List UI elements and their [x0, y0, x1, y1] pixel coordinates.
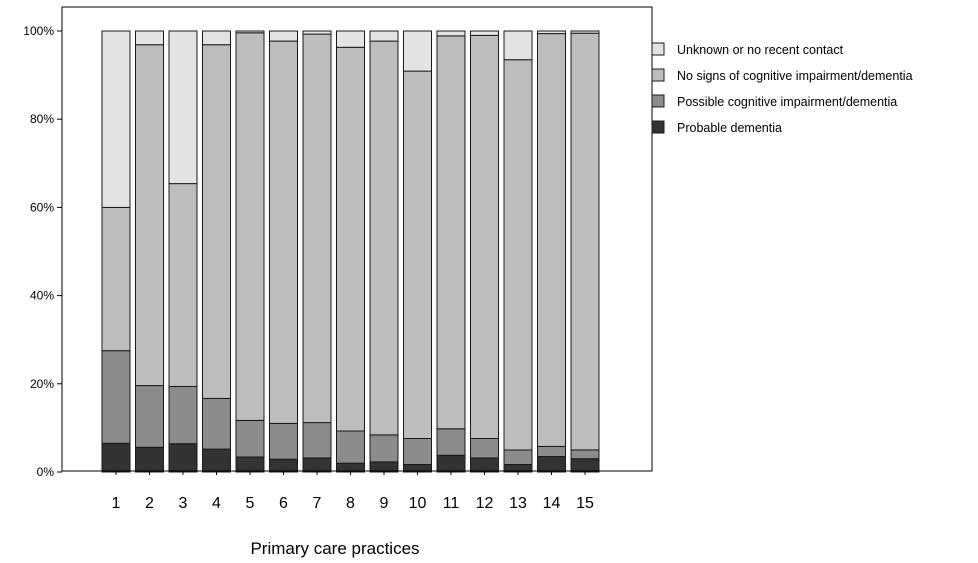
bar-segment-9-series-3: [369, 40, 399, 436]
bar-segment-12-series-4: [470, 30, 499, 36]
bar-segment-14-series-3: [537, 33, 566, 447]
bar-segment-13-series-4: [503, 30, 533, 61]
bar-segment-8-series-4: [336, 30, 365, 48]
legend-swatch-1: [651, 42, 665, 56]
bar-segment-9-series-1: [369, 461, 399, 473]
legend-label-2: No signs of cognitive impairment/dementi…: [677, 69, 913, 83]
bar-segment-5-series-2: [235, 419, 265, 458]
bar-segment-6-series-1: [269, 458, 298, 473]
legend-label-3: Possible cognitive impairment/dementia: [677, 95, 897, 109]
bar-segment-1-series-4: [101, 30, 131, 208]
x-axis: 1 2 3 4 5 6 7 8 9 10 11 12 13 14 15: [112, 471, 594, 512]
bar-segment-3-series-4: [168, 30, 198, 185]
plot-frame: [61, 6, 653, 472]
x-tick-label-12: 12: [476, 495, 494, 512]
x-tick-label-11: 11: [443, 495, 460, 512]
bar-segment-5-series-4: [235, 30, 265, 34]
x-tick-label-9: 9: [380, 495, 389, 512]
x-tick-label-14: 14: [543, 495, 561, 512]
x-axis-title: Primary care practices: [250, 539, 419, 558]
bar-segment-15-series-2: [570, 449, 600, 460]
x-tick-label-5: 5: [246, 495, 255, 512]
bar-segment-5-series-1: [235, 456, 265, 473]
bars-group: [101, 30, 600, 473]
legend-swatch-2: [651, 68, 665, 82]
y-tick-label-60: 60%: [30, 200, 54, 214]
bar-segment-15-series-1: [570, 458, 600, 473]
bar-segment-10-series-3: [403, 70, 432, 439]
bar-segment-2-series-3: [135, 44, 164, 387]
bar-segment-8-series-2: [336, 430, 365, 464]
bar-segment-11-series-2: [436, 428, 466, 456]
bar-segment-12-series-3: [470, 34, 499, 440]
bar-segment-7-series-3: [302, 33, 332, 424]
bar-segment-11-series-3: [436, 35, 466, 430]
bar-segment-2-series-1: [135, 446, 164, 473]
legend: Unknown or no recent contact No signs of …: [651, 42, 913, 135]
bar-segment-9-series-2: [369, 434, 399, 463]
bar-segment-10-series-4: [403, 30, 432, 72]
bar-segment-11-series-1: [436, 454, 466, 473]
bar-segment-14-series-4: [537, 30, 566, 35]
bar-segment-9-series-4: [369, 30, 399, 42]
bar-segment-6-series-2: [269, 423, 298, 460]
x-tick-label-6: 6: [279, 495, 288, 512]
x-tick-label-2: 2: [145, 495, 154, 512]
bar-segment-13-series-3: [503, 59, 533, 451]
legend-label-4: Probable dementia: [677, 121, 782, 135]
bar-segment-6-series-3: [269, 40, 298, 424]
bar-segment-6-series-4: [269, 30, 298, 42]
bar-segment-3-series-3: [168, 183, 198, 387]
bar-segment-4-series-4: [202, 30, 231, 46]
y-tick-label-100: 100%: [23, 24, 54, 38]
bar-segment-15-series-3: [570, 32, 600, 451]
bar-segment-4-series-3: [202, 44, 231, 399]
x-tick-label-7: 7: [313, 495, 322, 512]
x-tick-label-1: 1: [112, 495, 121, 512]
x-tick-label-8: 8: [346, 495, 355, 512]
bar-segment-2-series-4: [135, 30, 164, 46]
bar-segment-14-series-1: [537, 456, 566, 473]
bar-segment-2-series-2: [135, 385, 164, 448]
bar-segment-10-series-2: [403, 438, 432, 465]
x-tick-label-10: 10: [409, 495, 427, 512]
y-axis: 0% 20% 40% 60% 80% 100%: [23, 24, 62, 479]
legend-label-1: Unknown or no recent contact: [677, 43, 844, 57]
bar-segment-1-series-1: [101, 442, 131, 473]
bar-segment-11-series-4: [436, 30, 466, 37]
bar-segment-12-series-1: [470, 457, 499, 473]
bar-segment-4-series-1: [202, 448, 231, 473]
x-tick-label-4: 4: [212, 495, 221, 512]
bar-segment-5-series-3: [235, 32, 265, 421]
x-tick-label-15: 15: [576, 495, 594, 512]
x-tick-label-3: 3: [179, 495, 188, 512]
y-tick-label-20: 20%: [30, 377, 54, 391]
legend-swatch-4: [651, 120, 665, 134]
bar-segment-7-series-1: [302, 457, 332, 473]
y-tick-label-0: 0%: [37, 465, 55, 479]
y-tick-label-80: 80%: [30, 112, 54, 126]
x-tick-label-13: 13: [509, 495, 527, 512]
legend-swatch-3: [651, 94, 665, 108]
bar-segment-1-series-3: [101, 206, 131, 352]
bar-segment-1-series-2: [101, 350, 131, 444]
bar-segment-7-series-4: [302, 30, 332, 35]
bar-segment-15-series-4: [570, 30, 600, 34]
bar-segment-3-series-1: [168, 443, 198, 473]
bar-segment-12-series-2: [470, 438, 499, 459]
bar-segment-14-series-2: [537, 445, 566, 457]
bar-segment-8-series-3: [336, 46, 365, 432]
bar-segment-4-series-2: [202, 397, 231, 450]
y-tick-label-40: 40%: [30, 289, 54, 303]
bar-segment-13-series-2: [503, 449, 533, 465]
bar-segment-3-series-2: [168, 385, 198, 445]
bar-segment-7-series-2: [302, 422, 332, 459]
